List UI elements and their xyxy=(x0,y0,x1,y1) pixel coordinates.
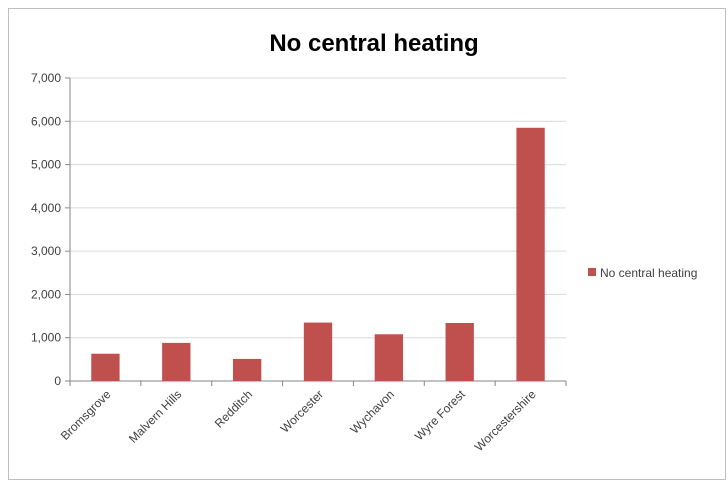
x-category-label: Worcester xyxy=(278,387,326,435)
y-tick-label: 0 xyxy=(54,374,61,388)
legend-swatch xyxy=(588,268,596,276)
bar-redditch xyxy=(232,358,262,381)
legend-label: No central heating xyxy=(600,266,697,280)
bar-wychavon xyxy=(374,334,404,381)
x-category-label: Wyre Forest xyxy=(412,387,468,443)
x-axis-category-labels: Bromsgrove Malvern Hills Redditch Worcester… xyxy=(58,387,539,454)
y-tick-label: 7,000 xyxy=(31,71,61,85)
y-tick-label: 3,000 xyxy=(31,244,61,258)
gridlines xyxy=(70,77,566,339)
x-category-label: Bromsgrove xyxy=(58,387,114,443)
x-category-label: Redditch xyxy=(212,387,255,430)
legend: No central heating xyxy=(588,266,697,280)
chart-title: No central heating xyxy=(269,30,478,57)
bar-wyre-forest xyxy=(445,322,474,381)
y-tick-label: 1,000 xyxy=(31,331,61,345)
y-tick-label: 5,000 xyxy=(31,158,61,172)
bar-worcester xyxy=(303,322,333,381)
y-axis-tick-labels: 0 1,000 2,000 3,000 4,000 5,000 6,000 7,000 xyxy=(31,71,61,388)
x-category-label: Worcestershire xyxy=(472,387,539,454)
bar-malvern-hills xyxy=(162,342,191,381)
x-category-label: Malvern Hills xyxy=(126,387,184,445)
bar-worcestershire xyxy=(516,127,545,382)
chart-frame xyxy=(8,8,726,480)
bar-bromsgrove xyxy=(91,353,120,381)
y-tick-label: 2,000 xyxy=(31,287,61,301)
y-tick-label: 4,000 xyxy=(31,201,61,215)
bars xyxy=(91,127,545,382)
x-category-label: Wychavon xyxy=(348,387,397,436)
y-tick-label: 6,000 xyxy=(31,114,61,128)
